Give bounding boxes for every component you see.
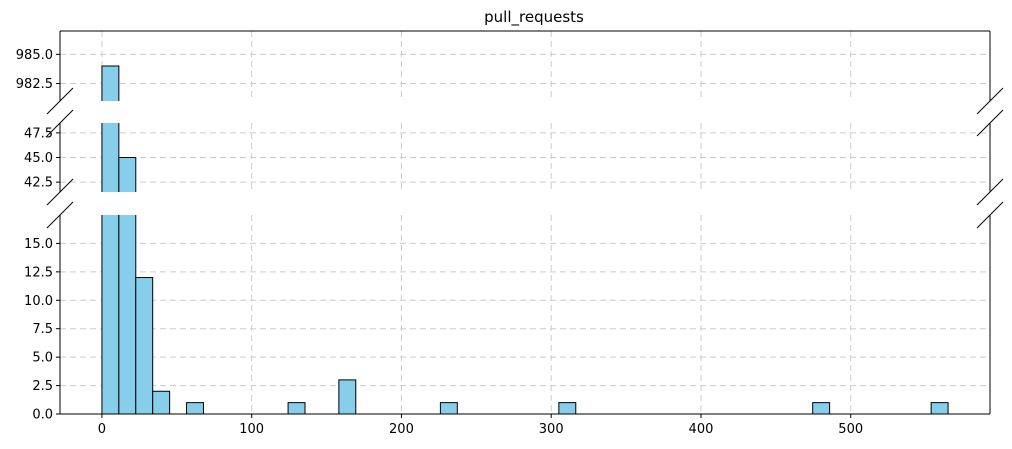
y-tick-label: 45.0 bbox=[24, 151, 53, 166]
axis-break-mark bbox=[46, 109, 74, 137]
y-tick-label: 5.0 bbox=[32, 351, 53, 366]
x-tick-label: 0 bbox=[98, 422, 106, 437]
histogram-bar bbox=[439, 402, 458, 414]
y-tick-label: 12.5 bbox=[24, 265, 53, 280]
x-tick-label: 300 bbox=[539, 422, 564, 437]
histogram-bar bbox=[101, 123, 120, 192]
x-tick-label: 500 bbox=[838, 422, 863, 437]
axis-break-mark bbox=[976, 178, 1004, 206]
histogram-bar bbox=[812, 402, 831, 414]
histogram-bar bbox=[118, 215, 137, 414]
histogram-bar bbox=[338, 379, 357, 414]
axis-break-mark bbox=[46, 201, 74, 229]
chart-title: pull_requests bbox=[484, 8, 584, 27]
axis-break-mark bbox=[976, 87, 1004, 115]
x-tick-label: 200 bbox=[389, 422, 414, 437]
axis-break-mark bbox=[46, 178, 74, 206]
y-tick-label: 10.0 bbox=[24, 294, 53, 309]
bars-group bbox=[101, 123, 137, 192]
axis-panel-1: 982.5 985.0 bbox=[16, 30, 1004, 115]
axis-panel-3: 0.0 2.5 5.0 7.5 10.0 12.5 15.0 0 100 200 300 400 500 bbox=[24, 201, 1004, 437]
histogram-bar bbox=[135, 277, 154, 414]
axis-panel-2: 42.5 45.0 47.5 bbox=[24, 109, 1004, 206]
histogram-bar bbox=[930, 402, 949, 414]
y-tick-label: 0.0 bbox=[32, 408, 53, 423]
y-tick-label: 7.5 bbox=[32, 322, 53, 337]
axis-break-mark bbox=[46, 87, 74, 115]
histogram-bar bbox=[287, 402, 306, 414]
y-tick-label: 15.0 bbox=[24, 237, 53, 252]
x-tick-label: 100 bbox=[239, 422, 264, 437]
histogram-bar bbox=[152, 390, 171, 414]
axis-break-mark bbox=[976, 201, 1004, 229]
bars-group bbox=[101, 215, 949, 414]
y-tick-label: 47.5 bbox=[24, 126, 53, 141]
axis-break-mark bbox=[976, 109, 1004, 137]
y-tick-label: 985.0 bbox=[16, 48, 53, 63]
y-tick-label: 42.5 bbox=[24, 176, 53, 191]
y-tick-label: 982.5 bbox=[16, 77, 53, 92]
y-tick-label: 2.5 bbox=[32, 379, 53, 394]
histogram-bar bbox=[558, 402, 577, 414]
plot-panels: 982.5 985.0 42.5 45.0 47.5 0.0 2.5 5.0 7.5 10.0 12… bbox=[16, 30, 1004, 437]
histogram-bar bbox=[186, 402, 204, 414]
bars-group bbox=[101, 65, 120, 101]
histogram-bar bbox=[101, 65, 120, 101]
x-tick-label: 400 bbox=[689, 422, 714, 437]
histogram-bar bbox=[118, 157, 137, 192]
